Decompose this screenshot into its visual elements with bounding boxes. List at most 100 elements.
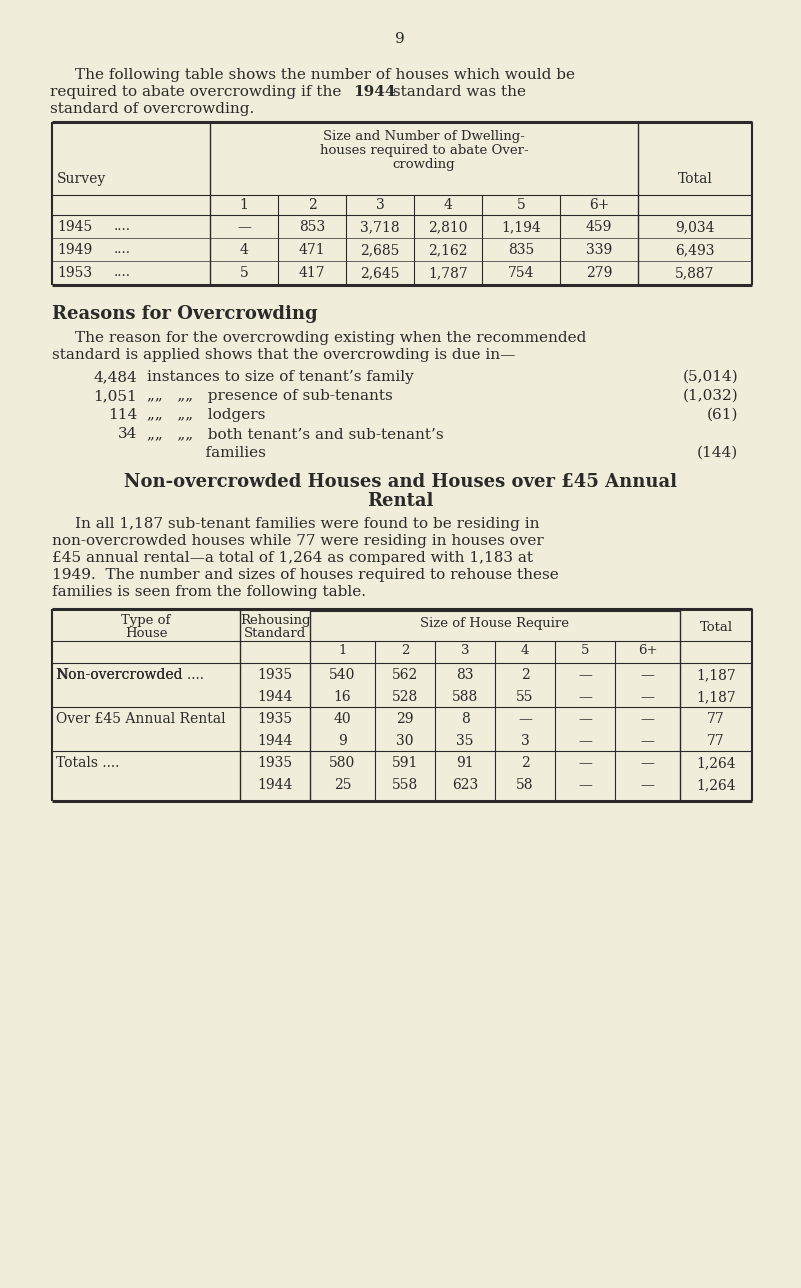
Text: —: —: [237, 220, 251, 234]
Text: 6,493: 6,493: [675, 243, 714, 258]
Text: ....: ....: [114, 267, 131, 279]
Text: 3: 3: [461, 644, 469, 657]
Text: 1: 1: [338, 644, 347, 657]
Text: —: —: [641, 668, 654, 683]
Text: 5: 5: [517, 198, 525, 213]
Text: 754: 754: [508, 267, 534, 279]
Text: 77: 77: [707, 734, 725, 748]
Text: (5,014): (5,014): [682, 370, 738, 384]
Text: 30: 30: [396, 734, 414, 748]
Text: 91: 91: [457, 756, 474, 770]
Text: £45 annual rental—a total of 1,264 as compared with 1,183 at: £45 annual rental—a total of 1,264 as co…: [52, 551, 533, 565]
Text: Totals ....: Totals ....: [56, 756, 119, 770]
Text: 1,194: 1,194: [501, 220, 541, 234]
Text: 2: 2: [400, 644, 409, 657]
Text: 1,187: 1,187: [696, 668, 736, 683]
Text: —: —: [641, 712, 654, 726]
Text: 58: 58: [517, 778, 533, 792]
Text: 5,887: 5,887: [675, 267, 714, 279]
Text: 1953: 1953: [57, 267, 92, 279]
Text: „„   „„   lodgers: „„ „„ lodgers: [147, 408, 265, 422]
Text: Standard: Standard: [244, 627, 306, 640]
Text: 6+: 6+: [638, 644, 658, 657]
Text: 339: 339: [586, 243, 612, 258]
Text: 1949: 1949: [57, 243, 92, 258]
Text: houses required to abate Over-: houses required to abate Over-: [320, 144, 529, 157]
Text: 5: 5: [581, 644, 590, 657]
Text: —: —: [641, 778, 654, 792]
Text: 1944: 1944: [257, 734, 292, 748]
Text: 4: 4: [444, 198, 453, 213]
Text: „„   „„   presence of sub-tenants: „„ „„ presence of sub-tenants: [147, 389, 392, 403]
Text: 40: 40: [334, 712, 352, 726]
Text: non-overcrowded houses while 77 were residing in houses over: non-overcrowded houses while 77 were res…: [52, 535, 544, 547]
Text: House: House: [125, 627, 167, 640]
Text: Size and Number of Dwelling-: Size and Number of Dwelling-: [323, 130, 525, 143]
Text: Non-overcrowded: Non-overcrowded: [56, 668, 183, 683]
Text: Size of House Require: Size of House Require: [421, 617, 570, 630]
Text: 588: 588: [452, 690, 478, 705]
Text: 8: 8: [461, 712, 469, 726]
Text: ....: ....: [114, 243, 131, 256]
Text: (61): (61): [706, 408, 738, 422]
Text: 55: 55: [517, 690, 533, 705]
Text: crowding: crowding: [392, 158, 455, 171]
Text: 29: 29: [396, 712, 414, 726]
Text: 1935: 1935: [257, 668, 292, 683]
Text: 77: 77: [707, 712, 725, 726]
Text: Total: Total: [699, 621, 733, 634]
Text: Total: Total: [678, 173, 712, 185]
Text: 3: 3: [376, 198, 384, 213]
Text: Survey: Survey: [57, 173, 107, 185]
Text: —: —: [578, 712, 592, 726]
Text: 279: 279: [586, 267, 612, 279]
Text: 16: 16: [334, 690, 352, 705]
Text: In all 1,187 sub-tenant families were found to be residing in: In all 1,187 sub-tenant families were fo…: [75, 516, 540, 531]
Text: Rental: Rental: [367, 492, 433, 510]
Text: 6+: 6+: [589, 198, 610, 213]
Text: 562: 562: [392, 668, 418, 683]
Text: 853: 853: [299, 220, 325, 234]
Text: standard of overcrowding.: standard of overcrowding.: [50, 102, 254, 116]
Text: 1,264: 1,264: [696, 756, 736, 770]
Text: Over £45 Annual Rental: Over £45 Annual Rental: [56, 712, 226, 726]
Text: 2: 2: [521, 668, 529, 683]
Text: required to abate overcrowding if the: required to abate overcrowding if the: [50, 85, 346, 99]
Text: 9: 9: [395, 32, 405, 46]
Text: 4: 4: [239, 243, 248, 258]
Text: 591: 591: [392, 756, 418, 770]
Text: —: —: [518, 712, 532, 726]
Text: 1944: 1944: [353, 85, 396, 99]
Text: standard was the: standard was the: [388, 85, 526, 99]
Text: The following table shows the number of houses which would be: The following table shows the number of …: [75, 68, 575, 82]
Text: —: —: [578, 778, 592, 792]
Text: 2: 2: [308, 198, 316, 213]
Text: —: —: [641, 756, 654, 770]
Text: 2,645: 2,645: [360, 267, 400, 279]
Text: 35: 35: [457, 734, 473, 748]
Text: instances to size of tenant’s family: instances to size of tenant’s family: [147, 370, 414, 384]
Text: The reason for the overcrowding existing when the recommended: The reason for the overcrowding existing…: [75, 331, 586, 345]
Text: 1,787: 1,787: [428, 267, 468, 279]
Text: (144): (144): [697, 446, 738, 460]
Text: (1,032): (1,032): [682, 389, 738, 403]
Text: 1945: 1945: [57, 220, 92, 234]
Text: 623: 623: [452, 778, 478, 792]
Text: —: —: [578, 734, 592, 748]
Text: 1944: 1944: [257, 778, 292, 792]
Text: 9: 9: [338, 734, 347, 748]
Text: —: —: [641, 734, 654, 748]
Text: 25: 25: [334, 778, 352, 792]
Text: 2,810: 2,810: [429, 220, 468, 234]
Text: 1944: 1944: [257, 690, 292, 705]
Text: 471: 471: [299, 243, 325, 258]
Text: 4,484: 4,484: [93, 370, 137, 384]
Text: ....: ....: [114, 220, 131, 233]
Text: 528: 528: [392, 690, 418, 705]
Text: Non-overcrowded ....: Non-overcrowded ....: [56, 668, 204, 683]
Text: 2,685: 2,685: [360, 243, 400, 258]
Text: „„   „„   both tenant’s and sub-tenant’s: „„ „„ both tenant’s and sub-tenant’s: [147, 428, 444, 440]
Text: —: —: [578, 756, 592, 770]
Text: Non-overcrowded Houses and Houses over £45 Annual: Non-overcrowded Houses and Houses over £…: [123, 473, 677, 491]
Text: 3: 3: [521, 734, 529, 748]
